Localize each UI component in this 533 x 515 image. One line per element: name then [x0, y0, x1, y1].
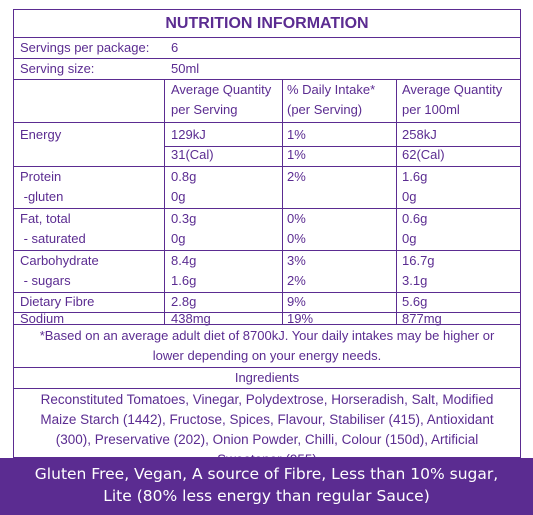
- header-per100-line2: per 100ml: [402, 102, 460, 117]
- nutrient-row-sodium: Sodium 438mg 19% 877mg: [14, 309, 520, 329]
- nutrient-name: Protein: [20, 169, 62, 184]
- nutrient-name: - sugars: [20, 273, 71, 288]
- header-per100-line1: Average Quantity: [402, 82, 503, 97]
- nutrient-row-sugars: - sugars 1.6g 2% 3.1g: [14, 271, 520, 291]
- column-divider: [164, 123, 165, 324]
- nutrient-row-carbohydrate: Carbohydrate 8.4g 3% 16.7g: [14, 251, 520, 271]
- per-100ml-value: 3.1g: [402, 273, 428, 288]
- per-serving-value: 129kJ: [171, 127, 206, 142]
- ingredients-heading-row: Ingredients: [14, 368, 520, 389]
- nutrient-table: Energy 129kJ 1% 258kJ 31(Cal) 1% 62(Cal)…: [14, 123, 520, 326]
- nutrient-row-saturated: - saturated 0g 0% 0g: [14, 229, 520, 249]
- ingredients-list: Reconstituted Tomatoes, Vinegar, Polydex…: [14, 389, 520, 469]
- nutrient-row-fat: Fat, total 0.3g 0% 0.6g: [14, 209, 520, 229]
- per-serving-value: 2.8g: [171, 294, 197, 309]
- ingredients-line: (300), Preservative (202), Onion Powder,…: [55, 432, 479, 447]
- per-serving-value: 0g: [171, 189, 186, 204]
- serving-size-label: Serving size:: [20, 61, 95, 76]
- per-serving-value: 31(Cal): [171, 147, 214, 162]
- nutrient-row-energy-cal: 31(Cal) 1% 62(Cal): [14, 145, 520, 165]
- daily-intake-value: 19%: [287, 311, 314, 326]
- row-divider: [14, 250, 520, 251]
- column-header-row: Average Quantity per Serving % Daily Int…: [14, 80, 520, 123]
- ingredients-heading: Ingredients: [234, 370, 300, 385]
- per-serving-value: 0.3g: [171, 211, 197, 226]
- nutrient-name: - saturated: [20, 231, 86, 246]
- per-serving-value: 438mg: [171, 311, 211, 326]
- nutrient-row-dietary-fibre: Dietary Fibre 2.8g 9% 5.6g: [14, 292, 520, 312]
- claims-line-1: Gluten Free, Vegan, A source of Fibre, L…: [34, 465, 499, 483]
- header-serving-line2: per Serving: [171, 102, 238, 117]
- nutrient-row-energy: Energy 129kJ 1% 258kJ: [14, 125, 520, 145]
- daily-intake-value: 0%: [287, 211, 306, 226]
- per-100ml-value: 877mg: [402, 311, 442, 326]
- daily-intake-value: 3%: [287, 253, 306, 268]
- nutrient-name: -gluten: [20, 189, 64, 204]
- column-divider: [282, 123, 283, 324]
- per-100ml-value: 16.7g: [402, 253, 435, 268]
- daily-intake-value: 9%: [287, 294, 306, 309]
- column-divider: [282, 80, 283, 122]
- ingredients-line: Reconstituted Tomatoes, Vinegar, Polydex…: [40, 392, 494, 407]
- per-100ml-value: 5.6g: [402, 294, 428, 309]
- serving-size-value: 50ml: [171, 61, 200, 76]
- column-divider: [164, 80, 165, 122]
- servings-label: Servings per package:: [20, 40, 150, 55]
- header-daily-intake-line2: (per Serving): [287, 102, 363, 117]
- ingredients-line: Maize Starch (1442), Fructose, Spices, F…: [40, 412, 494, 427]
- servings-row: Servings per package: 6: [14, 38, 520, 59]
- footnote-block: *Based on an average adult diet of 8700k…: [14, 325, 520, 368]
- row-divider: [164, 146, 520, 147]
- nutrient-name: Dietary Fibre: [20, 294, 95, 309]
- nutrient-name: Fat, total: [20, 211, 71, 226]
- row-divider: [14, 292, 520, 293]
- per-serving-value: 1.6g: [171, 273, 197, 288]
- daily-intake-value: 2%: [287, 273, 306, 288]
- row-divider: [14, 166, 520, 167]
- per-100ml-value: 1.6g: [402, 169, 428, 184]
- serving-size-row: Serving size: 50ml: [14, 59, 520, 80]
- claims-line-2: Lite (80% less energy than regular Sauce…: [103, 487, 430, 505]
- daily-intake-value: 1%: [287, 127, 306, 142]
- row-divider: [14, 312, 520, 313]
- servings-value: 6: [171, 40, 179, 55]
- per-100ml-value: 258kJ: [402, 127, 437, 142]
- daily-intake-value: 2%: [287, 169, 306, 184]
- per-100ml-value: 0g: [402, 231, 417, 246]
- per-100ml-value: 62(Cal): [402, 147, 445, 162]
- nutrition-panel: NUTRITION INFORMATION Servings per packa…: [13, 9, 521, 467]
- panel-title: NUTRITION INFORMATION: [14, 10, 520, 38]
- footnote-line-1: *Based on an average adult diet of 8700k…: [39, 328, 495, 343]
- per-serving-value: 0.8g: [171, 169, 197, 184]
- column-divider: [396, 123, 397, 324]
- header-serving-line1: Average Quantity: [171, 82, 272, 97]
- nutrient-row-gluten: -gluten 0g 0g: [14, 187, 520, 207]
- per-100ml-value: 0.6g: [402, 211, 428, 226]
- column-divider: [396, 80, 397, 122]
- footnote-line-2: lower depending on your energy needs.: [152, 348, 382, 363]
- per-serving-value: 8.4g: [171, 253, 197, 268]
- header-daily-intake-line1: % Daily Intake*: [287, 82, 376, 97]
- nutrient-name: Carbohydrate: [20, 253, 99, 268]
- nutrient-name: Sodium: [20, 311, 65, 326]
- row-divider: [14, 208, 520, 209]
- daily-intake-value: 1%: [287, 147, 306, 162]
- nutrient-row-protein: Protein 0.8g 2% 1.6g: [14, 167, 520, 187]
- per-serving-value: 0g: [171, 231, 186, 246]
- daily-intake-value: 0%: [287, 231, 306, 246]
- claims-banner: Gluten Free, Vegan, A source of Fibre, L…: [0, 458, 533, 515]
- nutrient-name: Energy: [20, 127, 62, 142]
- per-100ml-value: 0g: [402, 189, 417, 204]
